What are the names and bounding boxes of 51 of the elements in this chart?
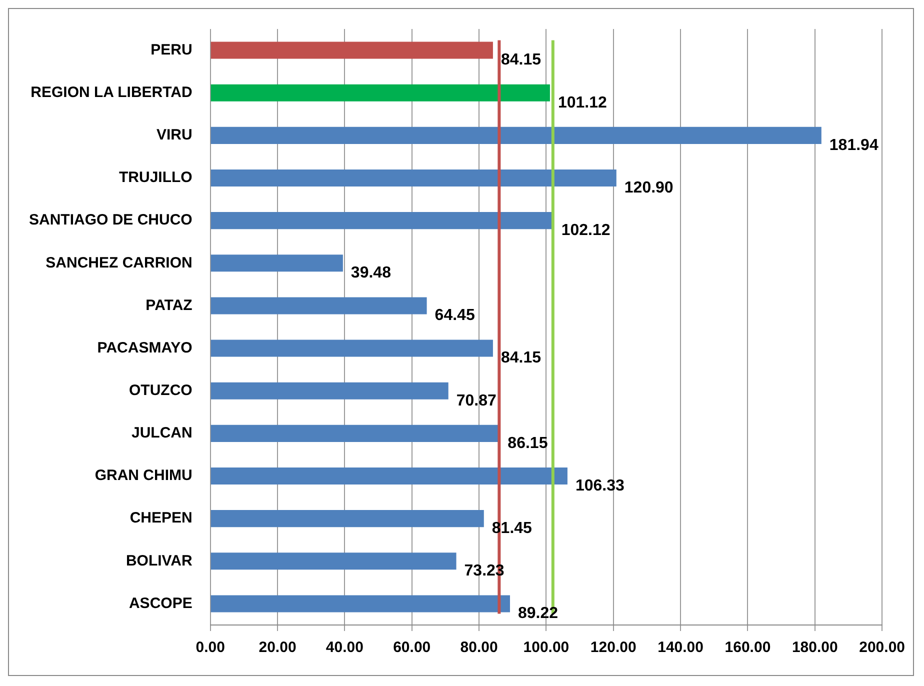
bar: [210, 424, 500, 442]
x-tick-label: 200.00: [859, 639, 906, 656]
x-tick-label: 20.00: [258, 639, 296, 656]
y-tick-label: TRUJILLO: [118, 169, 193, 186]
bar: [210, 84, 550, 102]
y-tick-label: VIRU: [156, 126, 192, 144]
x-tick-label: 100.00: [523, 639, 570, 656]
x-tick-label: 0.00: [196, 639, 225, 656]
bar: [210, 297, 427, 314]
data-label: 39.48: [350, 264, 392, 282]
data-label: 106.33: [575, 477, 624, 494]
y-tick-label: GRAN CHIMU: [94, 467, 192, 484]
y-tick-label: PERU: [150, 41, 192, 58]
data-label: 86.15: [508, 434, 548, 452]
y-tick-label: PATAZ: [146, 296, 192, 314]
y-tick-label: OTUZCO: [129, 382, 193, 399]
data-label: 89.22: [518, 605, 558, 622]
y-tick-label: PACASMAYO: [97, 339, 193, 356]
y-tick-label: BOLIVAR: [126, 552, 192, 570]
x-tick-label: 40.00: [326, 639, 364, 656]
data-label: 84.15: [500, 350, 542, 367]
bar: [210, 382, 448, 400]
bar: [210, 552, 456, 570]
y-tick-label: SANTIAGO DE CHUCO: [28, 212, 193, 229]
bar: [210, 340, 493, 357]
bar: [210, 510, 484, 528]
bar: [210, 169, 616, 187]
x-tick-label: 180.00: [792, 639, 838, 656]
y-tick-label: CHEPEN: [130, 510, 192, 527]
data-label: 181.94: [829, 136, 878, 154]
y-tick-label: JULCAN: [131, 424, 192, 442]
y-tick-label: SANCHEZ CARRION: [46, 254, 192, 272]
data-label: 84.15: [500, 52, 542, 69]
bar: [210, 254, 343, 272]
x-tick-label: 160.00: [724, 639, 771, 656]
x-tick-label: 120.00: [590, 639, 636, 656]
y-tick-label: REGION LA LIBERTAD: [30, 84, 192, 101]
bar: [210, 595, 510, 612]
bar: [210, 212, 554, 230]
data-label: 102.12: [561, 222, 610, 239]
x-tick-label: 80.00: [460, 639, 498, 656]
data-label: 101.12: [558, 94, 607, 112]
bar: [210, 126, 822, 144]
bar: [210, 42, 493, 59]
x-tick-label: 60.00: [393, 639, 431, 656]
data-label: 70.87: [456, 392, 497, 410]
bar: [210, 467, 568, 485]
y-tick-label: ASCOPE: [128, 594, 192, 612]
data-label: 120.90: [624, 179, 674, 196]
x-tick-label: 140.00: [658, 639, 704, 656]
data-label: 64.45: [434, 307, 475, 324]
